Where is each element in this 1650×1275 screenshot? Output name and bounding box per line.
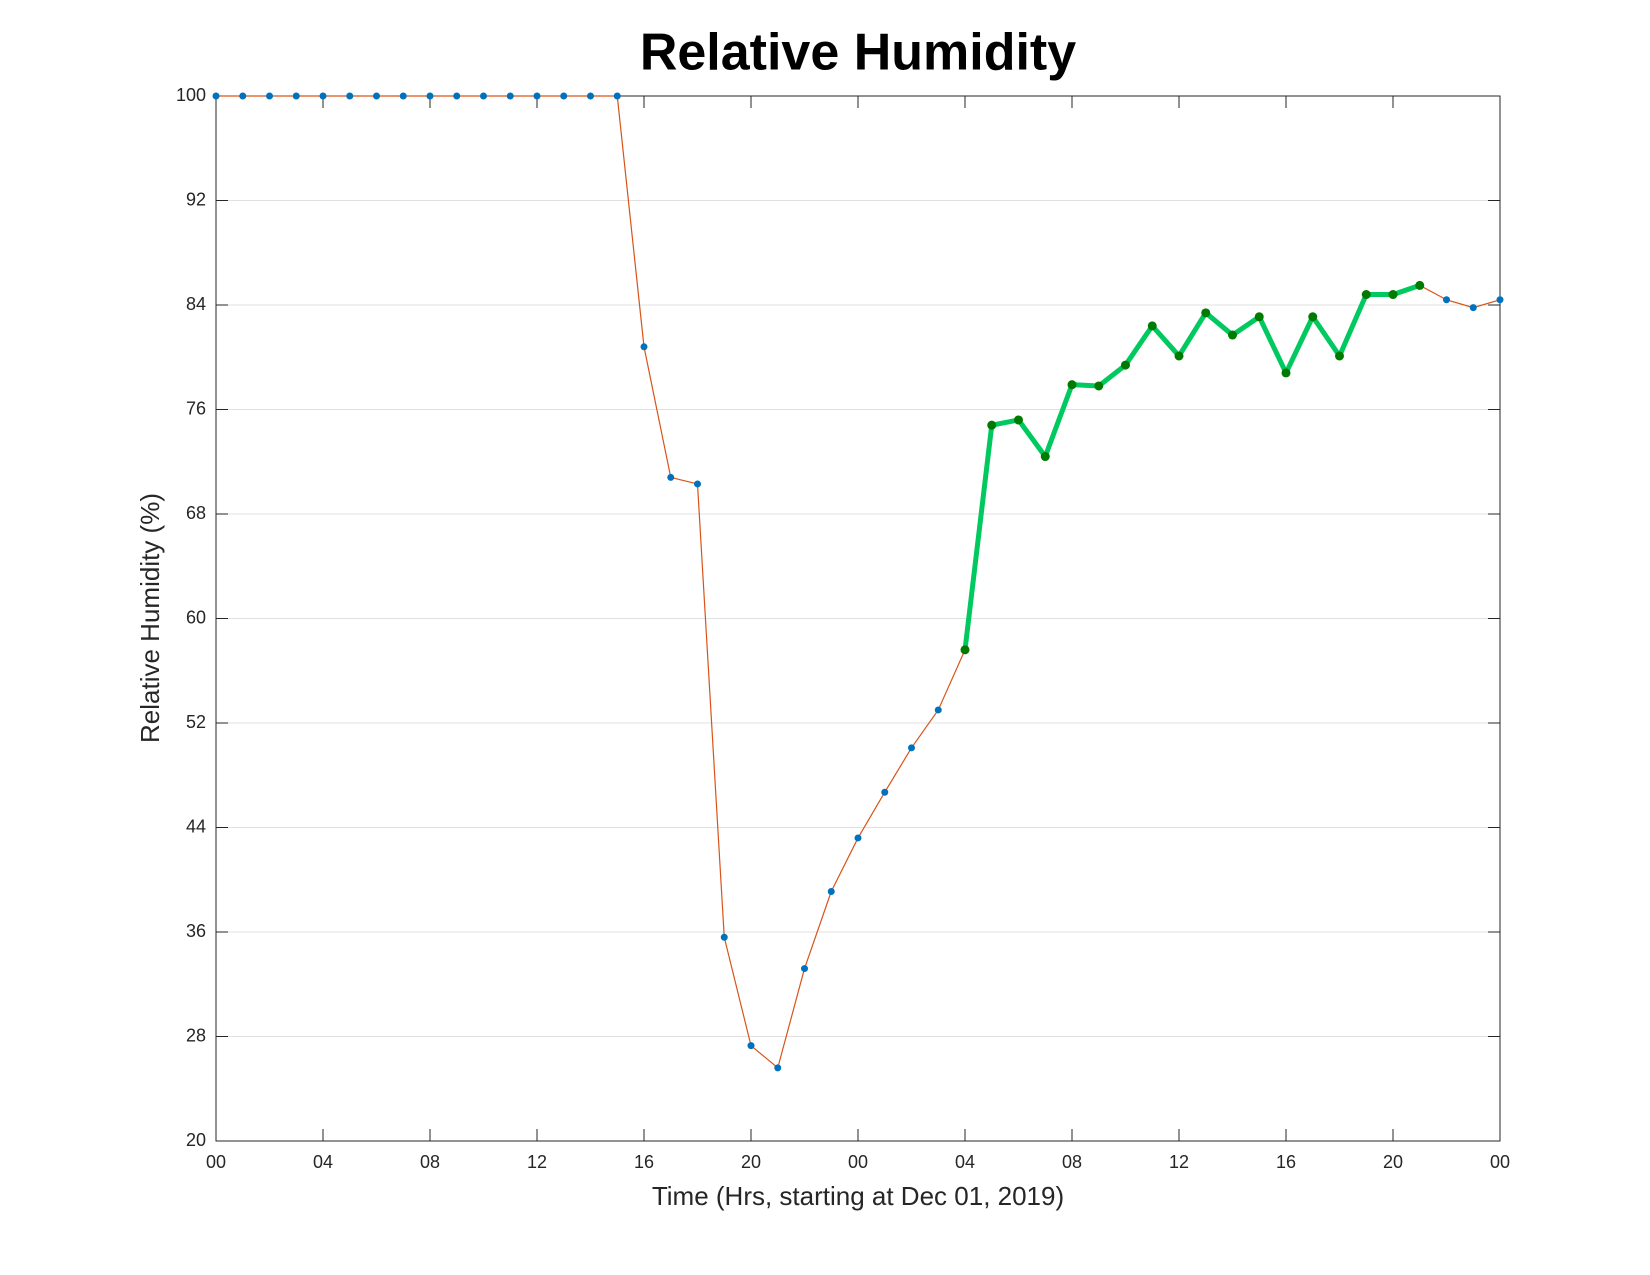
marker	[1415, 280, 1425, 290]
marker	[1254, 312, 1264, 322]
marker	[1388, 290, 1398, 300]
line	[962, 283, 1421, 651]
marker	[1335, 351, 1344, 361]
marker	[1228, 330, 1237, 340]
y-tick-label: 100	[176, 85, 206, 105]
marker	[1496, 296, 1504, 304]
x-tick-label: 00	[848, 1152, 868, 1172]
marker	[480, 92, 487, 100]
marker	[747, 1042, 755, 1050]
x-tick-label: 16	[1276, 1152, 1296, 1172]
marker	[1147, 321, 1157, 331]
y-tick-label: 28	[186, 1025, 206, 1045]
x-tick-label: 00	[206, 1152, 226, 1172]
marker	[292, 92, 300, 100]
marker	[506, 92, 514, 100]
marker	[453, 92, 461, 100]
x-tick-label: 00	[1490, 1152, 1510, 1172]
marker	[854, 834, 862, 842]
marker	[212, 92, 220, 100]
y-tick-label: 52	[186, 712, 206, 732]
y-tick-label: 20	[186, 1130, 206, 1150]
chart-title: Relative Humidity	[640, 24, 1076, 82]
line	[216, 95, 1501, 1069]
marker	[1443, 296, 1450, 304]
marker	[960, 645, 970, 655]
marker	[319, 92, 327, 100]
marker	[987, 420, 997, 430]
y-axis-label: Relative Humidity (%)	[135, 493, 165, 743]
marker	[346, 92, 354, 100]
marker	[560, 92, 568, 100]
marker	[613, 92, 621, 100]
marker	[774, 1064, 782, 1072]
marker	[1281, 368, 1291, 378]
marker	[1014, 415, 1023, 425]
marker	[1201, 308, 1211, 318]
marker	[1308, 312, 1318, 322]
marker	[934, 706, 942, 714]
marker	[1094, 381, 1104, 391]
marker	[640, 343, 648, 351]
marker	[239, 92, 247, 100]
marker	[1121, 360, 1130, 370]
x-tick-label: 04	[313, 1152, 333, 1172]
y-tick-label: 68	[186, 503, 206, 523]
marker	[426, 92, 434, 100]
y-tick-label: 76	[186, 398, 206, 418]
marker	[667, 473, 675, 481]
x-tick-label: 16	[634, 1152, 654, 1172]
marker	[533, 92, 541, 100]
y-tick-label: 92	[186, 189, 206, 209]
marker	[1469, 304, 1477, 312]
marker	[694, 480, 701, 488]
y-tick-label: 84	[186, 294, 206, 314]
marker	[1174, 351, 1184, 361]
marker	[1040, 452, 1050, 462]
marker	[720, 933, 728, 941]
x-tick-label: 12	[1169, 1152, 1189, 1172]
marker	[373, 92, 380, 100]
y-tick-label: 36	[186, 921, 206, 941]
marker	[801, 965, 808, 973]
x-tick-label: 08	[420, 1152, 440, 1172]
plot-frame	[215, 95, 1501, 1142]
marker	[1067, 380, 1077, 390]
marker	[827, 888, 835, 896]
x-tick-label: 08	[1062, 1152, 1082, 1172]
x-tick-label: 20	[741, 1152, 761, 1172]
x-axis-label: Time (Hrs, starting at Dec 01, 2019)	[652, 1181, 1064, 1211]
x-tick-label: 20	[1383, 1152, 1403, 1172]
marker	[399, 92, 407, 100]
x-tick-label: 04	[955, 1152, 975, 1172]
y-tick-label: 44	[186, 816, 206, 836]
marker	[908, 744, 915, 752]
marker	[266, 92, 273, 100]
marker	[587, 92, 594, 100]
x-tick-label: 12	[527, 1152, 547, 1172]
marker	[1361, 290, 1371, 300]
marker	[881, 788, 889, 796]
y-tick-label: 60	[186, 607, 206, 627]
